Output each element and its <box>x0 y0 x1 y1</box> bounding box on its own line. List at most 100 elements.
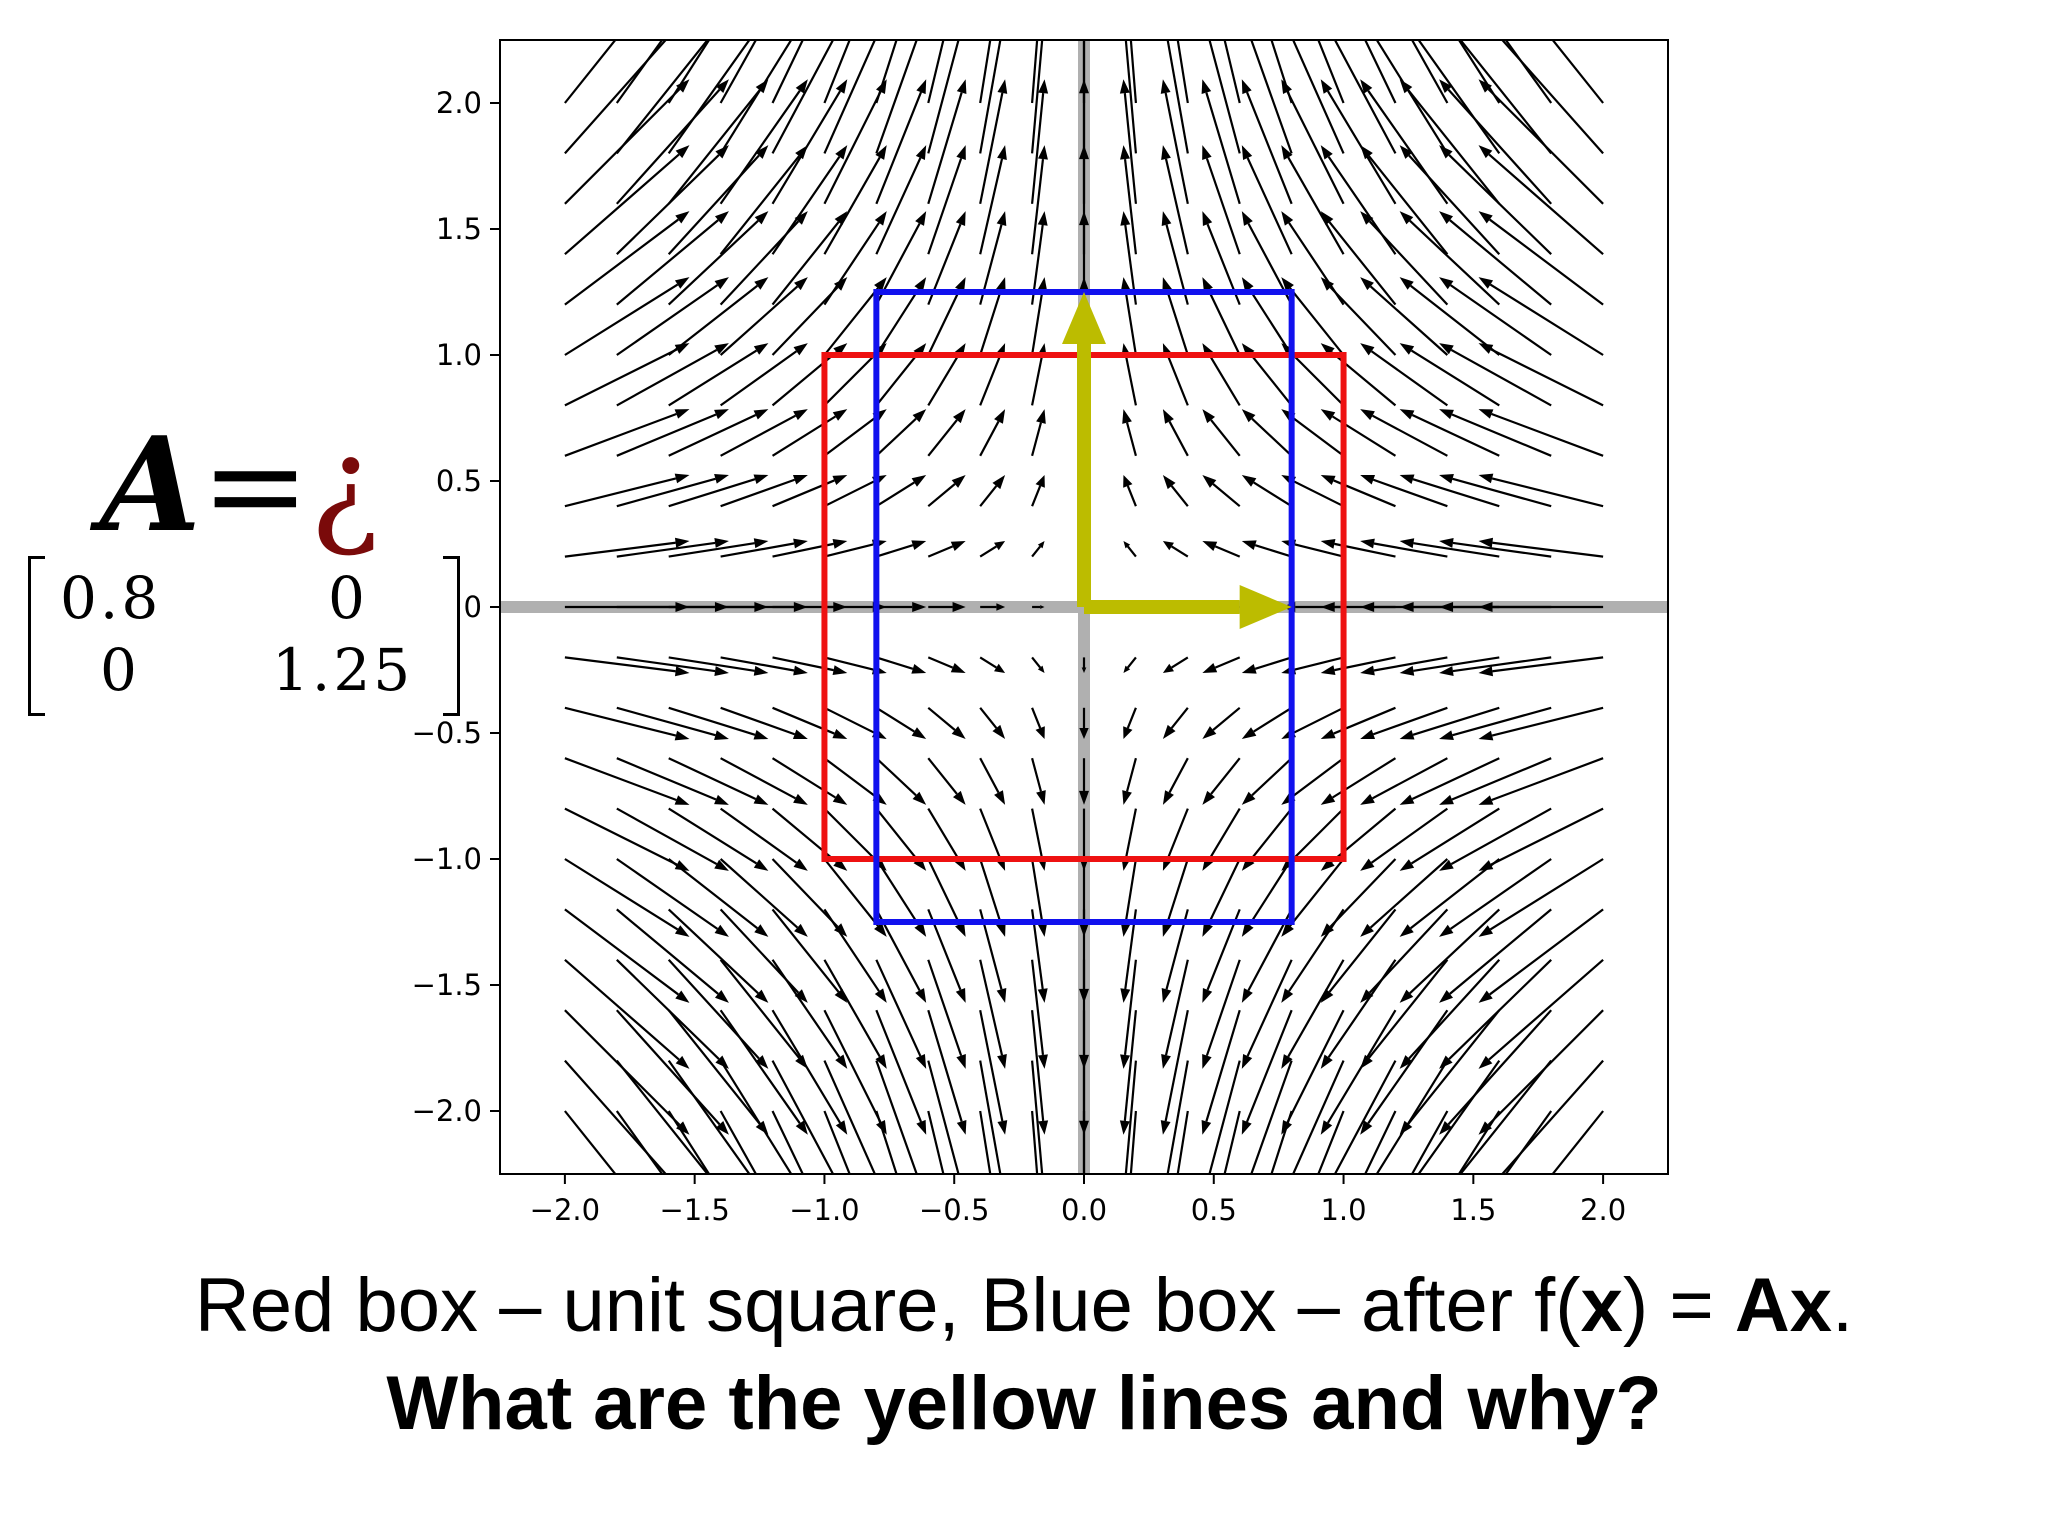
field-arrow-shaft <box>1250 40 1293 154</box>
field-arrow-head <box>1281 1120 1292 1135</box>
field-arrow-shaft <box>979 485 998 507</box>
field-arrow <box>1202 858 1241 937</box>
field-arrow-head <box>1439 602 1454 612</box>
field-arrow-head <box>1162 922 1172 937</box>
field-arrow <box>1241 79 1293 205</box>
field-arrow-shaft <box>1368 155 1449 255</box>
field-arrow <box>719 211 808 306</box>
field-arrow-shaft <box>1487 1009 1604 1126</box>
field-arrow-shaft <box>1031 485 1042 507</box>
field-arrow-shaft <box>1364 1110 1397 1174</box>
field-arrow <box>1201 79 1241 205</box>
x-tick-label: 0.0 <box>1061 1193 1107 1227</box>
field-arrow <box>1079 758 1089 805</box>
field-arrow <box>823 757 887 805</box>
field-arrow <box>615 79 729 205</box>
field-arrow-shaft <box>1447 88 1553 205</box>
inverted-question-glyph: ¿ <box>309 409 380 561</box>
field-arrow-shaft <box>616 348 718 407</box>
field-arrow-head <box>1037 1054 1048 1069</box>
field-arrow-head <box>1399 474 1415 485</box>
field-arrow-head <box>1478 666 1494 677</box>
field-arrow-shaft <box>823 40 851 104</box>
field-arrow-head <box>1320 277 1335 291</box>
field-arrow <box>615 40 664 104</box>
field-arrow <box>771 145 848 255</box>
field-arrow-shaft <box>564 858 679 931</box>
field-arrow-shaft <box>979 656 997 669</box>
field-arrow-shaft <box>979 959 1004 1056</box>
field-arrow-shaft <box>1286 1009 1345 1123</box>
field-arrow-head <box>1478 1055 1493 1069</box>
field-arrow-shaft <box>616 807 718 866</box>
field-arrow-head <box>1123 541 1131 549</box>
field-arrow-shaft <box>1126 485 1137 507</box>
field-arrow-head <box>714 859 729 871</box>
field-arrow-head <box>876 1186 886 1201</box>
field-arrow <box>616 343 729 407</box>
field-arrow-head <box>1202 726 1217 739</box>
field-arrow-shaft <box>616 154 720 255</box>
field-arrow <box>615 40 709 155</box>
field-arrow-head <box>792 475 808 485</box>
field-arrow <box>719 145 808 255</box>
field-arrow-shaft <box>1408 154 1501 255</box>
field-arrow <box>564 473 690 508</box>
field-arrow <box>1500 40 1604 155</box>
x-axis-ticks: −2.0 −1.5 −1.0 −0.5 0.0 0.5 1.0 1.5 2.0 <box>530 1174 1626 1227</box>
field-arrow <box>667 40 751 155</box>
field-arrow-head <box>796 13 808 28</box>
field-arrow-shaft <box>719 1009 801 1124</box>
field-arrow-shaft <box>979 1009 1004 1122</box>
field-arrow-shaft <box>1452 477 1552 508</box>
field-arrow-shaft <box>979 158 1004 255</box>
field-arrow-shaft <box>1407 89 1501 205</box>
field-arrow <box>1031 656 1045 673</box>
x-tick-label: 1.0 <box>1320 1193 1366 1227</box>
field-arrow-shaft <box>1451 413 1552 457</box>
field-arrow <box>564 343 690 407</box>
field-arrow-shaft <box>1333 40 1397 154</box>
field-arrow-shaft <box>1490 348 1604 407</box>
field-arrow <box>771 959 848 1069</box>
field-arrow-shaft <box>1205 959 1241 1056</box>
field-arrow <box>875 1110 898 1174</box>
field-arrow-head <box>1038 1186 1048 1200</box>
field-arrow-shaft <box>1176 40 1189 104</box>
field-arrow <box>668 757 769 805</box>
field-arrow-shaft <box>927 483 956 508</box>
field-arrow <box>720 656 808 676</box>
field-arrow <box>1333 40 1397 154</box>
field-arrow-head <box>1281 1186 1291 1201</box>
field-arrow-shaft <box>1164 92 1189 205</box>
field-arrow-shaft <box>1452 541 1552 558</box>
y-tick-label: 0.5 <box>436 464 482 498</box>
field-arrow <box>979 858 1006 937</box>
field-arrow-shaft <box>1126 545 1137 558</box>
field-arrow-shaft <box>1287 156 1345 255</box>
field-arrow-shaft <box>1368 908 1449 994</box>
field-arrow-head <box>795 79 808 94</box>
field-arrow-head <box>1320 988 1334 1003</box>
field-arrow <box>668 277 769 356</box>
field-arrow-shaft <box>615 40 709 155</box>
field-arrow-shaft <box>719 807 798 864</box>
field-arrow <box>1161 959 1189 1069</box>
field-arrow <box>1399 807 1500 871</box>
field-arrow <box>1202 277 1241 356</box>
field-arrow-head <box>1439 730 1454 741</box>
field-arrow-head <box>1037 541 1045 549</box>
field-arrow <box>1176 1110 1189 1174</box>
field-arrow-head <box>996 922 1006 937</box>
field-arrow <box>927 145 966 255</box>
field-arrow-head <box>1439 990 1454 1003</box>
field-arrow <box>875 1060 918 1174</box>
field-arrow-shaft <box>564 656 676 673</box>
field-arrow-shaft <box>1245 91 1293 205</box>
field-arrow-shaft <box>1125 422 1137 457</box>
field-arrow-head <box>1122 409 1132 424</box>
field-arrow <box>1399 277 1500 356</box>
field-arrow-head <box>1439 666 1454 676</box>
field-arrow-head <box>756 1186 768 1200</box>
field-arrow-shaft <box>875 417 917 457</box>
